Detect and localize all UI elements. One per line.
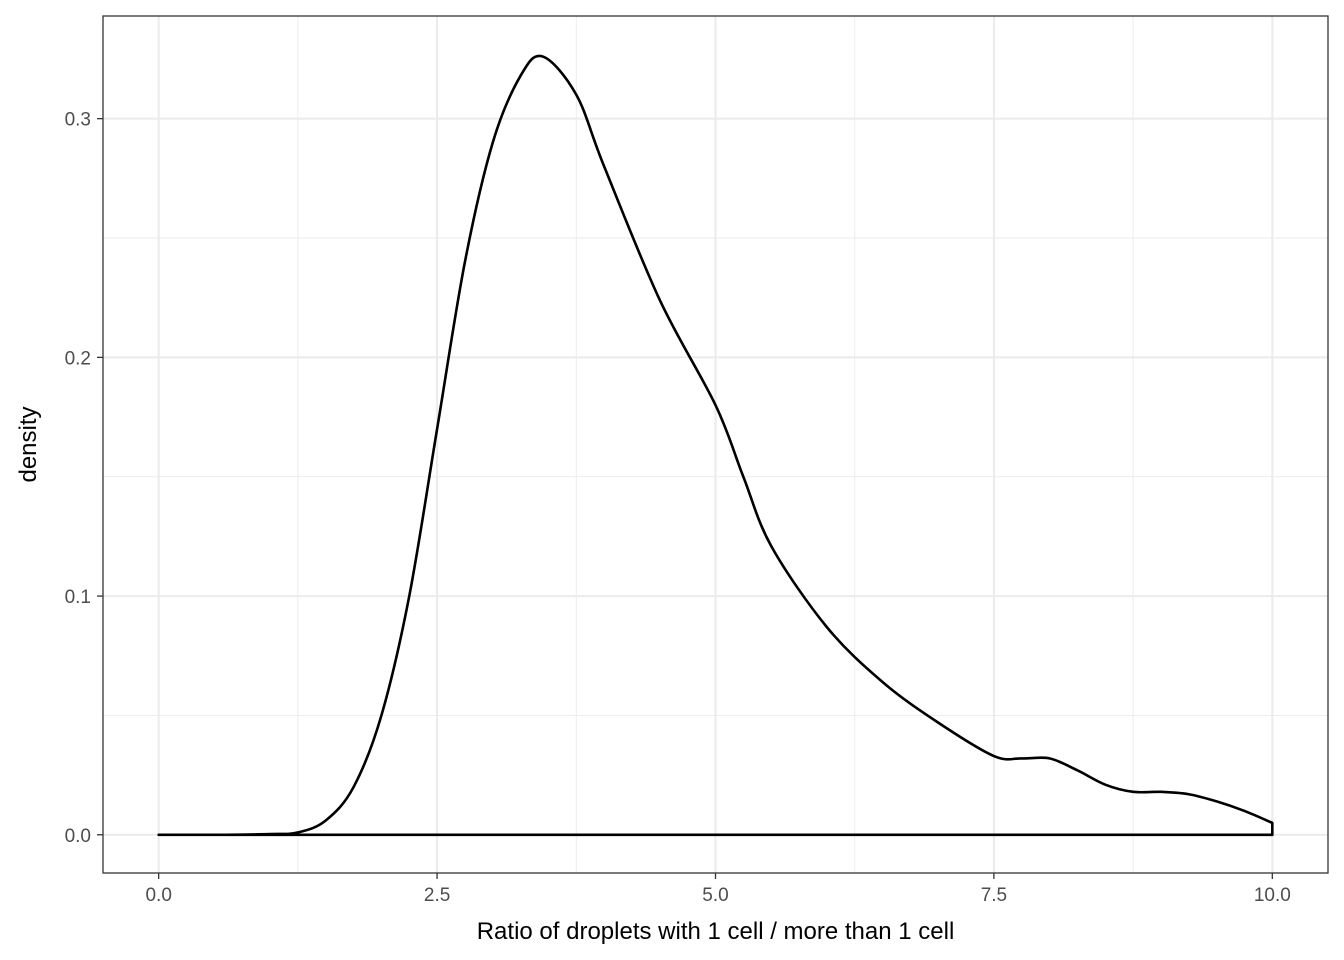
- y-tick-label: 0.0: [65, 826, 91, 847]
- y-axis-ticks: 0.0 0.1 0.2 0.3: [65, 110, 103, 847]
- y-tick-label: 0.2: [65, 348, 91, 369]
- x-axis-title: Ratio of droplets with 1 cell / more tha…: [477, 918, 955, 945]
- density-curve: [157, 54, 1274, 837]
- y-tick-label: 0.3: [65, 110, 91, 131]
- x-axis-ticks: 0.0 2.5 5.0 7.5 10.0: [145, 873, 1291, 906]
- x-tick-label: 2.5: [424, 885, 450, 906]
- y-axis-title: density: [15, 406, 42, 482]
- x-tick-label: 0.0: [145, 885, 171, 906]
- x-tick-label: 10.0: [1254, 885, 1291, 906]
- density-series: [157, 54, 1274, 837]
- y-tick-label: 0.1: [65, 587, 91, 608]
- x-tick-label: 5.0: [702, 885, 728, 906]
- x-tick-label: 7.5: [981, 885, 1007, 906]
